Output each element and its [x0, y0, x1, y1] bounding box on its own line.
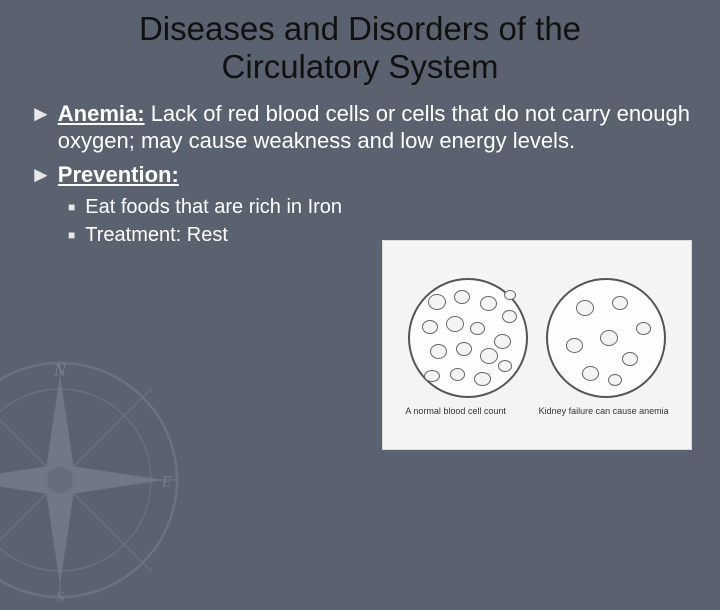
- blood-cell: [480, 296, 497, 311]
- blood-cell: [622, 352, 638, 366]
- sub-bullet: ■ Treatment: Rest: [68, 222, 378, 248]
- svg-text:E: E: [161, 474, 172, 491]
- blood-cell: [470, 322, 485, 335]
- slide-title: Diseases and Disorders of the Circulator…: [30, 10, 690, 86]
- blood-cell: [450, 368, 465, 381]
- blood-cell: [428, 294, 446, 310]
- bullet-text: Anemia: Lack of red blood cells or cells…: [58, 100, 690, 155]
- blood-cell: [430, 344, 447, 359]
- blood-cell: [502, 310, 517, 323]
- figure-circles: [408, 272, 666, 398]
- sub-bullet: ■ Eat foods that are rich in Iron: [68, 194, 378, 220]
- anemia-desc: Lack of red blood cells or cells that do…: [58, 101, 690, 154]
- sub-text: Eat foods that are rich in Iron: [85, 194, 342, 220]
- sub-text: Treatment: Rest: [85, 222, 228, 248]
- blood-cell: [422, 320, 438, 334]
- slide: Diseases and Disorders of the Circulator…: [0, 0, 720, 540]
- bullet-anemia: ► Anemia: Lack of red blood cells or cel…: [30, 100, 690, 155]
- anemia-label: Anemia:: [58, 101, 145, 126]
- square-icon: ■: [68, 222, 75, 248]
- caption-left: A normal blood cell count: [405, 406, 506, 416]
- blood-cell: [636, 322, 651, 335]
- anemic-blood-circle: [546, 278, 666, 398]
- svg-text:S: S: [56, 589, 64, 606]
- blood-cell: [480, 348, 498, 364]
- blood-cell: [494, 334, 511, 349]
- blood-cell: [424, 370, 440, 382]
- blood-cells-figure: A normal blood cell count Kidney failure…: [382, 240, 692, 450]
- figure-captions: A normal blood cell count Kidney failure…: [383, 402, 691, 418]
- blood-cell: [446, 316, 464, 332]
- blood-cell: [566, 338, 583, 353]
- blood-cell: [498, 360, 512, 372]
- blood-cell: [612, 296, 628, 310]
- blood-cell: [608, 374, 622, 386]
- svg-text:N: N: [53, 360, 67, 380]
- blood-cell: [456, 342, 472, 356]
- triangle-icon: ►: [30, 100, 52, 155]
- blood-cell: [600, 330, 618, 346]
- blood-cell: [474, 372, 491, 386]
- blood-cell: [454, 290, 470, 304]
- blood-cell: [576, 300, 594, 316]
- blood-cell: [582, 366, 599, 381]
- triangle-icon: ►: [30, 161, 52, 189]
- square-icon: ■: [68, 194, 75, 220]
- prevention-label: Prevention:: [58, 162, 179, 187]
- normal-blood-circle: [408, 278, 528, 398]
- blood-cell: [504, 290, 516, 300]
- caption-right: Kidney failure can cause anemia: [539, 406, 669, 416]
- bullet-prevention: ► Prevention:: [30, 161, 690, 189]
- compass-icon: N E S W: [0, 350, 190, 610]
- bullet-text: Prevention:: [58, 161, 690, 189]
